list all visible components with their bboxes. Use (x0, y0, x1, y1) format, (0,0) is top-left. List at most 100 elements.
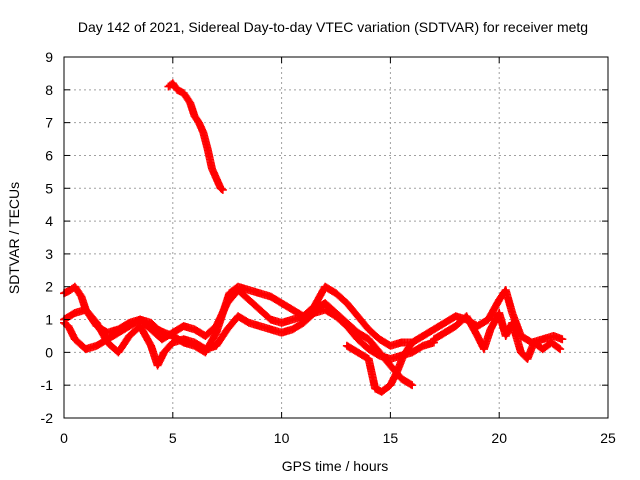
data-point (190, 338, 199, 347)
data-point (194, 118, 203, 127)
data-point (70, 282, 79, 291)
data-point (147, 325, 156, 334)
data-point (70, 308, 79, 317)
data-point (486, 325, 495, 334)
data-point (516, 348, 525, 357)
x-axis-label: GPS time / hours (282, 458, 389, 474)
data-point (255, 305, 264, 314)
data-point (549, 331, 558, 340)
data-point (419, 341, 428, 350)
data-point (484, 315, 493, 324)
data-point (201, 331, 210, 340)
data-point (556, 345, 565, 354)
data-point (207, 164, 216, 173)
data-point (92, 341, 101, 350)
data-point (218, 185, 227, 194)
data-point (244, 286, 253, 295)
data-point (353, 348, 362, 357)
data-point (429, 335, 438, 344)
series-track-e (431, 310, 563, 362)
data-point (392, 368, 401, 377)
data-point (179, 335, 188, 344)
x-tick-label: 20 (491, 430, 507, 446)
x-tick-label: 5 (169, 430, 177, 446)
data-point (81, 305, 90, 314)
data-point (375, 351, 384, 360)
y-tick-label: 9 (45, 49, 53, 65)
data-point (212, 341, 221, 350)
data-point (157, 335, 166, 344)
data-point (386, 341, 395, 350)
data-point (523, 354, 532, 363)
data-point (364, 345, 373, 354)
data-point (408, 381, 417, 390)
data-point (342, 322, 351, 331)
data-point (288, 305, 297, 314)
x-tick-label: 0 (60, 430, 68, 446)
plot-frame (63, 56, 609, 419)
data-point (103, 338, 112, 347)
data-point (217, 185, 226, 194)
data-point (538, 335, 547, 344)
data-point (255, 322, 264, 331)
data-point (408, 338, 417, 347)
data-point (538, 345, 547, 354)
data-point (277, 328, 286, 337)
data-point (114, 328, 123, 337)
data-point (547, 338, 556, 347)
data-point (440, 318, 449, 327)
data-point (508, 318, 517, 327)
data-point (77, 292, 86, 301)
data-point (179, 89, 188, 98)
data-point (397, 374, 406, 383)
data-point (332, 289, 340, 298)
y-tick-label: 8 (45, 82, 53, 98)
x-tick-label: 15 (383, 430, 399, 446)
data-point (81, 345, 90, 354)
y-tick-label: 1 (45, 312, 53, 328)
data-point (277, 318, 286, 327)
data-point (495, 308, 504, 317)
data-point (406, 380, 415, 389)
data-point (66, 286, 75, 295)
data-point (212, 322, 221, 331)
data-point (508, 308, 517, 317)
data-point (530, 338, 539, 347)
axes: 0 5 10 15 20 25 -2 -1 0 1 2 3 4 5 6 7 8 9 (41, 49, 616, 446)
data-point (125, 322, 134, 331)
data-point (212, 174, 221, 183)
data-point (147, 341, 156, 350)
data-points (60, 79, 567, 396)
data-point (364, 325, 373, 334)
data-point (386, 354, 395, 363)
data-point (364, 354, 373, 363)
data-point (114, 348, 123, 357)
data-point (321, 282, 330, 291)
y-tick-label: 5 (45, 180, 53, 196)
data-point (168, 338, 177, 347)
data-point (266, 325, 275, 334)
y-tick-label: -1 (41, 377, 54, 393)
x-tick-label: 25 (600, 430, 616, 446)
y-tick-label: 2 (45, 279, 53, 295)
data-point (353, 335, 362, 344)
y-tick-label: -2 (41, 410, 54, 426)
data-point (554, 344, 563, 353)
data-point (179, 322, 188, 331)
data-point (399, 351, 408, 360)
data-point (255, 289, 264, 298)
data-point (168, 328, 177, 337)
data-point (266, 315, 275, 324)
data-point (473, 331, 482, 340)
y-axis-label: SDTVAR / TECUs (6, 182, 22, 294)
y-tick-label: 4 (45, 213, 53, 229)
data-point (92, 318, 101, 327)
data-point (244, 295, 253, 304)
data-point (244, 318, 253, 327)
grid (64, 57, 608, 418)
data-point (429, 325, 438, 334)
data-point (277, 299, 286, 308)
data-point (190, 325, 199, 334)
data-point (462, 312, 471, 321)
